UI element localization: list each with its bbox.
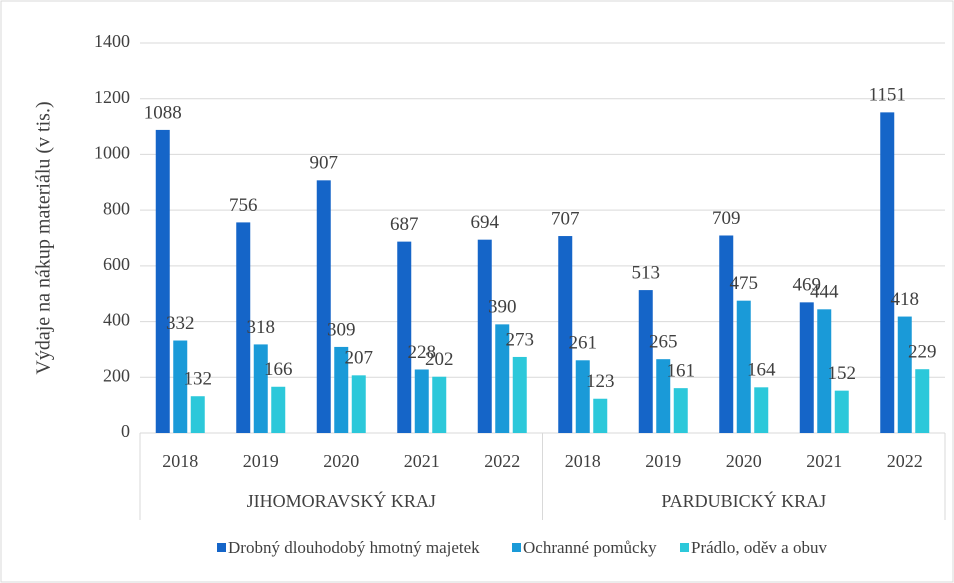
bar (719, 235, 734, 433)
bar (155, 129, 170, 433)
x-tick-label: 2022 (887, 451, 923, 471)
bar (736, 300, 751, 433)
y-tick-label: 800 (103, 198, 130, 218)
data-label: 261 (569, 333, 598, 354)
data-label: 907 (310, 153, 339, 174)
data-label: 318 (247, 317, 276, 338)
data-label: 418 (891, 289, 920, 310)
data-label: 390 (488, 297, 517, 318)
data-label: 123 (586, 371, 615, 392)
data-label: 265 (649, 332, 678, 353)
bar (316, 180, 331, 433)
data-label: 687 (390, 214, 419, 235)
group-label: JIHOMORAVSKÝ KRAJ (247, 490, 436, 511)
bar (817, 309, 832, 433)
bar (495, 324, 510, 433)
bar (673, 388, 688, 433)
data-label: 1151 (869, 85, 906, 106)
data-label: 475 (730, 273, 759, 294)
legend-label: Ochranné pomůcky (523, 538, 657, 557)
data-label: 229 (908, 342, 937, 363)
x-tick-label: 2019 (243, 451, 279, 471)
data-label: 694 (471, 212, 500, 233)
data-label: 132 (184, 369, 213, 390)
y-tick-label: 600 (103, 254, 130, 274)
legend-swatch (680, 543, 689, 552)
data-label: 1088 (144, 102, 182, 123)
bar (477, 239, 492, 433)
data-label: 469 (793, 275, 822, 296)
y-axis-title: Výdaje na nákup materiálu (v tis.) (33, 101, 55, 374)
data-label: 164 (747, 360, 776, 381)
group-label: PARDUBICKÝ KRAJ (661, 490, 826, 511)
data-label: 161 (667, 361, 696, 382)
legend-swatch (217, 543, 226, 552)
bar (880, 112, 895, 433)
legend-label: Drobný dlouhodobý hmotný majetek (228, 538, 480, 557)
x-tick-label: 2021 (404, 451, 440, 471)
bar (575, 360, 590, 433)
bar (351, 375, 366, 433)
data-label: 513 (632, 262, 661, 283)
bar (414, 369, 429, 433)
x-tick-label: 2020 (323, 451, 359, 471)
legend-swatch (512, 543, 521, 552)
data-label: 166 (264, 359, 293, 380)
data-label: 332 (166, 313, 195, 334)
x-tick-label: 2018 (162, 451, 198, 471)
y-tick-label: 1000 (94, 143, 130, 163)
bar (593, 398, 608, 433)
data-label: 228 (408, 342, 437, 363)
bar (397, 241, 412, 433)
bar (236, 222, 251, 433)
bar (271, 386, 286, 433)
data-label: 444 (810, 282, 839, 303)
data-label: 273 (506, 329, 535, 350)
data-label: 207 (345, 348, 374, 369)
y-tick-label: 200 (103, 365, 130, 385)
y-tick-label: 400 (103, 310, 130, 330)
x-tick-label: 2020 (726, 451, 762, 471)
x-tick-label: 2019 (645, 451, 681, 471)
bar (512, 356, 527, 433)
x-tick-label: 2022 (484, 451, 520, 471)
x-tick-label: 2018 (565, 451, 601, 471)
y-tick-label: 0 (121, 421, 130, 441)
data-label: 309 (327, 319, 356, 340)
bar (253, 344, 268, 433)
bar (656, 359, 671, 433)
bar (915, 369, 930, 433)
y-tick-label: 1400 (94, 31, 130, 51)
x-tick-label: 2021 (806, 451, 842, 471)
bar (558, 236, 573, 433)
data-label: 202 (425, 349, 454, 370)
bar (834, 390, 849, 433)
legend-label: Prádlo, oděv a obuv (691, 538, 827, 557)
bar (173, 340, 188, 433)
data-label: 709 (712, 208, 741, 229)
bar (190, 396, 205, 433)
data-label: 707 (551, 208, 580, 229)
bar (334, 346, 349, 433)
bar (799, 302, 814, 433)
bar (638, 290, 653, 433)
bar (897, 316, 912, 433)
bar (754, 387, 769, 433)
data-label: 756 (229, 195, 258, 216)
bar (432, 376, 447, 433)
y-tick-label: 1200 (94, 87, 130, 107)
data-label: 152 (828, 363, 857, 384)
